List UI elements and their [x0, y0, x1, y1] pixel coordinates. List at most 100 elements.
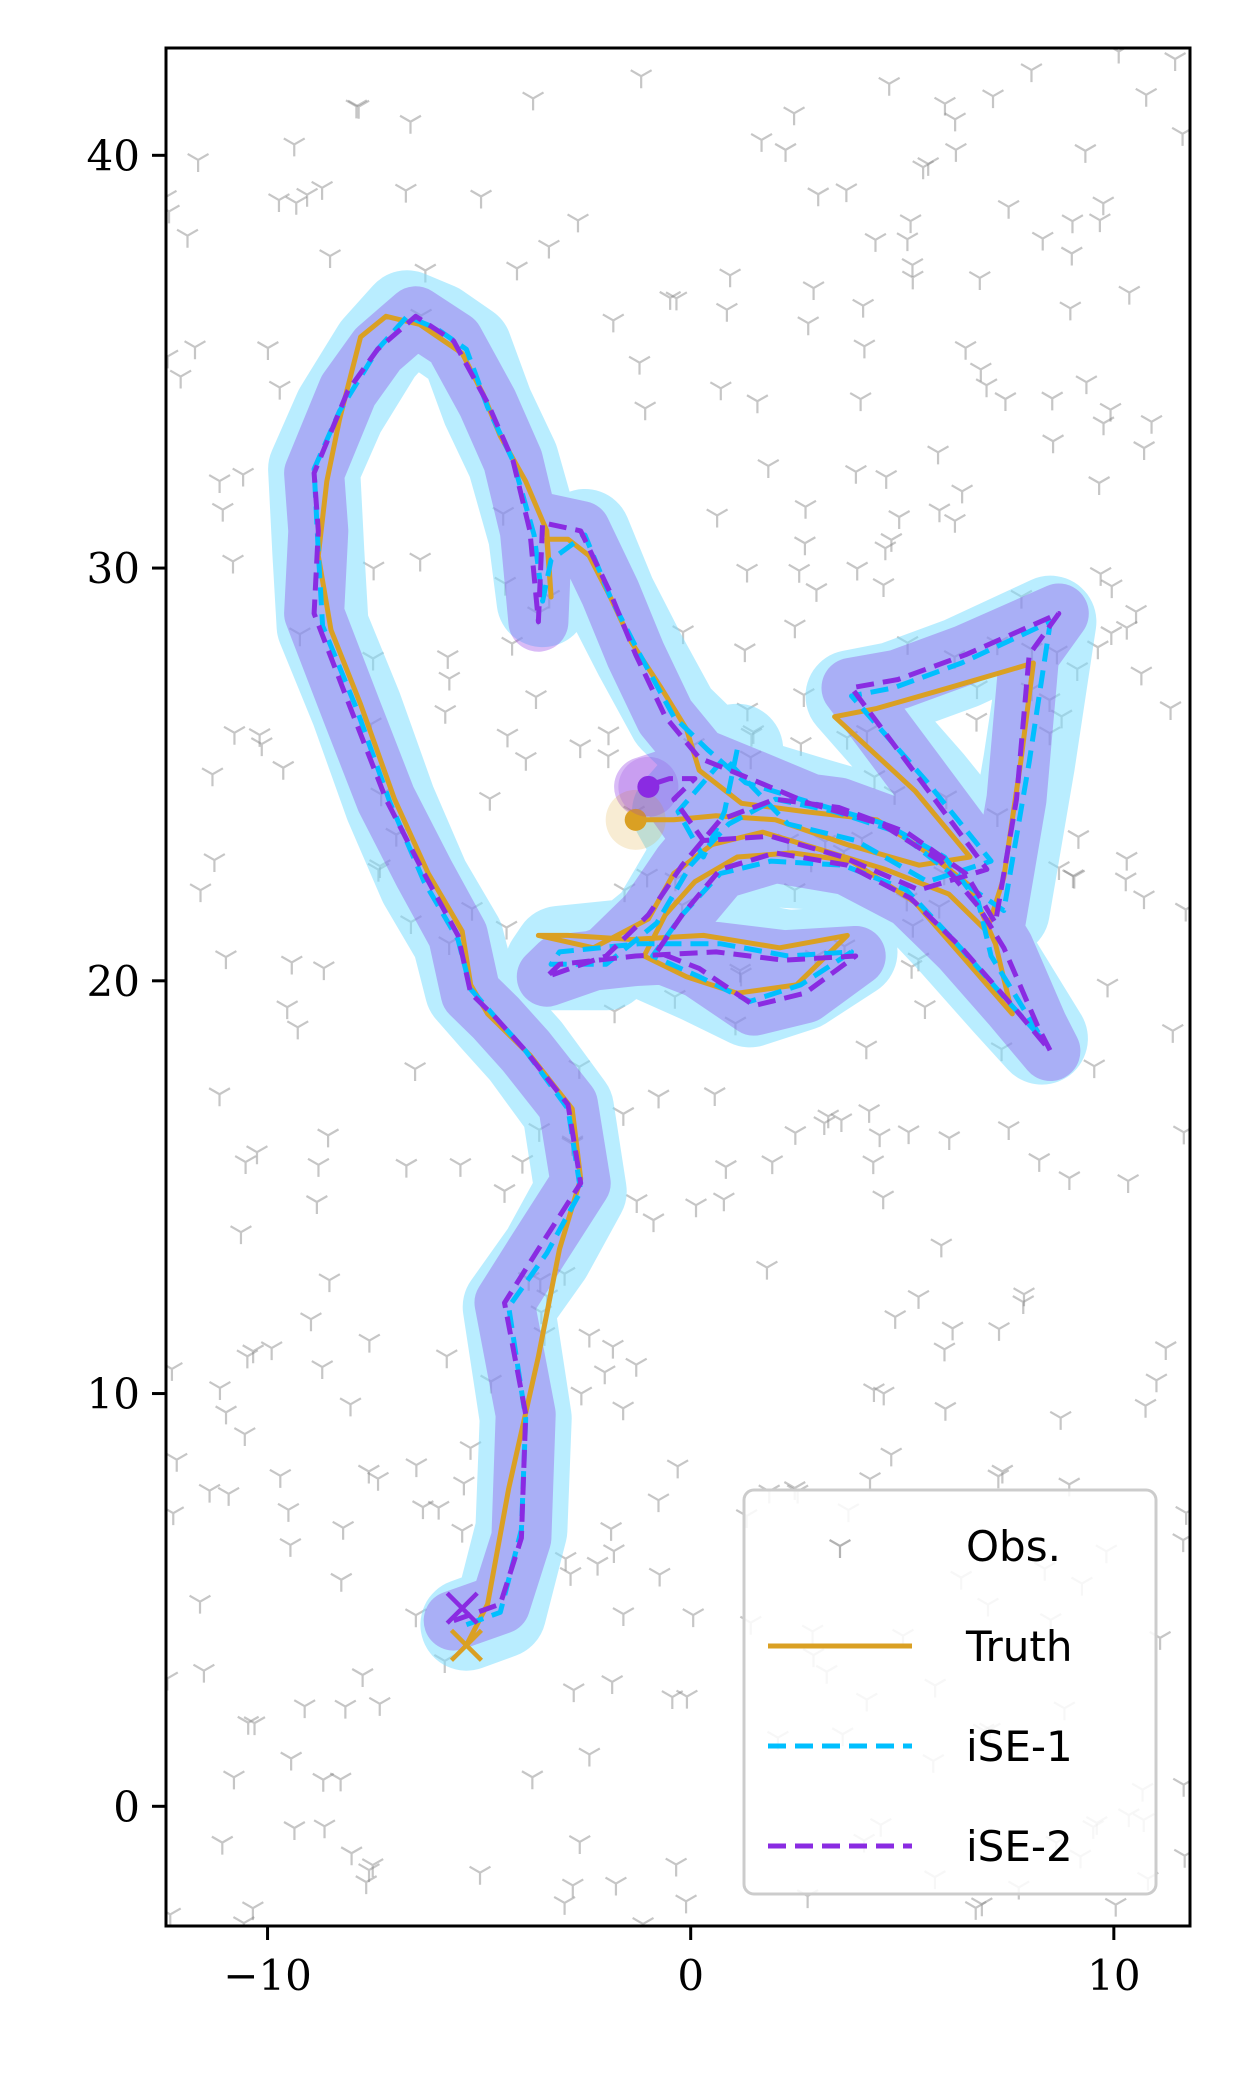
observation-marker	[404, 1062, 427, 1081]
observation-marker	[944, 112, 967, 132]
observation-marker	[1118, 285, 1141, 305]
observation-marker	[783, 619, 806, 639]
observation-marker	[647, 1493, 670, 1513]
observation-marker	[1067, 829, 1090, 849]
observation-marker	[234, 1155, 257, 1175]
observation-marker	[311, 1360, 334, 1380]
observation-marker	[835, 183, 858, 203]
observation-marker	[166, 1452, 188, 1472]
observation-marker	[954, 340, 977, 360]
observation-marker	[248, 727, 271, 747]
observation-marker	[648, 1567, 671, 1587]
observation-marker	[927, 445, 950, 465]
legend-label-obs: Obs.	[966, 1522, 1061, 1571]
observation-marker	[568, 1834, 591, 1854]
observation-marker	[280, 955, 303, 975]
observation-marker	[880, 1447, 903, 1467]
observation-marker	[368, 1696, 391, 1716]
observation-marker	[208, 474, 231, 494]
observation-marker	[357, 1464, 380, 1484]
observation-marker	[272, 760, 295, 780]
observation-marker	[714, 1159, 737, 1179]
observation-marker	[237, 1715, 260, 1735]
observation-marker	[469, 1865, 492, 1885]
observation-marker	[578, 1747, 601, 1767]
observation-marker	[864, 232, 887, 252]
observation-marker	[1134, 1398, 1157, 1418]
observation-marker	[1092, 416, 1115, 436]
observation-marker	[897, 1125, 920, 1145]
observation-marker	[1062, 869, 1084, 889]
trajectory-markers	[445, 756, 679, 1662]
observation-marker	[1060, 246, 1083, 266]
observation-marker	[241, 1901, 264, 1921]
observation-marker	[853, 339, 876, 359]
observation-marker	[283, 1821, 306, 1840]
observation-marker	[1104, 1897, 1127, 1917]
observation-marker	[901, 257, 924, 277]
observation-marker	[1049, 1410, 1072, 1430]
observation-marker	[537, 239, 560, 259]
legend: Obs. Truth iSE-1 iSE-2	[742, 1488, 1158, 1896]
observation-marker	[1013, 1287, 1035, 1307]
observation-marker	[715, 302, 738, 322]
observation-marker	[1058, 1171, 1081, 1190]
observation-marker	[1135, 87, 1158, 107]
observation-marker	[256, 341, 279, 360]
observation-marker	[997, 1121, 1020, 1140]
observation-marker	[214, 950, 237, 970]
legend-swatch-obs	[829, 1539, 851, 1558]
observation-marker	[351, 1668, 374, 1688]
observation-marker	[813, 1116, 836, 1136]
observation-marker	[1115, 620, 1138, 640]
observation-marker	[478, 791, 501, 811]
observation-marker	[283, 137, 306, 157]
observation-marker	[318, 1273, 341, 1293]
legend-label-ise1: iSE-1	[966, 1722, 1073, 1771]
observation-marker	[299, 1312, 322, 1332]
observation-marker	[991, 1464, 1014, 1484]
observation-marker	[862, 1383, 885, 1403]
legend-label-truth: Truth	[965, 1622, 1072, 1671]
start-marker-ise-2	[445, 1591, 479, 1625]
observation-marker	[675, 1689, 698, 1709]
observation-marker	[930, 1238, 953, 1258]
observation-marker	[628, 355, 651, 375]
observation-marker	[602, 313, 625, 333]
observation-marker	[201, 767, 224, 787]
observation-marker	[746, 394, 769, 414]
observation-marker	[797, 316, 820, 336]
observation-marker	[269, 1468, 292, 1488]
observation-marker	[1159, 701, 1182, 720]
observation-marker	[625, 1357, 648, 1377]
observation-marker	[203, 853, 226, 873]
observation-marker	[913, 1000, 936, 1019]
observation-marker	[855, 1040, 878, 1060]
observation-marker	[311, 180, 334, 200]
y-tick-label: 40	[87, 131, 140, 180]
observation-marker	[899, 214, 922, 234]
observation-marker	[522, 91, 545, 111]
observation-marker	[1059, 301, 1082, 321]
observation-marker	[1075, 375, 1098, 395]
observation-marker	[559, 1566, 582, 1586]
observation-marker	[586, 1556, 609, 1576]
observation-marker	[852, 298, 875, 318]
observation-marker	[166, 1907, 182, 1926]
observation-marker	[395, 1158, 418, 1178]
observation-marker	[215, 1405, 238, 1425]
observation-marker	[1089, 566, 1112, 586]
observation-marker	[1012, 1295, 1035, 1315]
observation-marker	[222, 554, 244, 574]
observation-marker	[268, 380, 291, 400]
observation-marker	[1063, 869, 1086, 889]
observation-marker	[872, 1190, 895, 1210]
observation-marker	[1140, 414, 1163, 434]
observation-marker	[597, 726, 620, 746]
observation-marker	[1117, 1174, 1140, 1193]
observation-marker	[685, 1198, 708, 1218]
observation-marker	[279, 1537, 302, 1557]
observation-marker	[761, 1155, 784, 1175]
observation-marker	[666, 1459, 689, 1479]
trajectory-lines	[311, 313, 1062, 1647]
